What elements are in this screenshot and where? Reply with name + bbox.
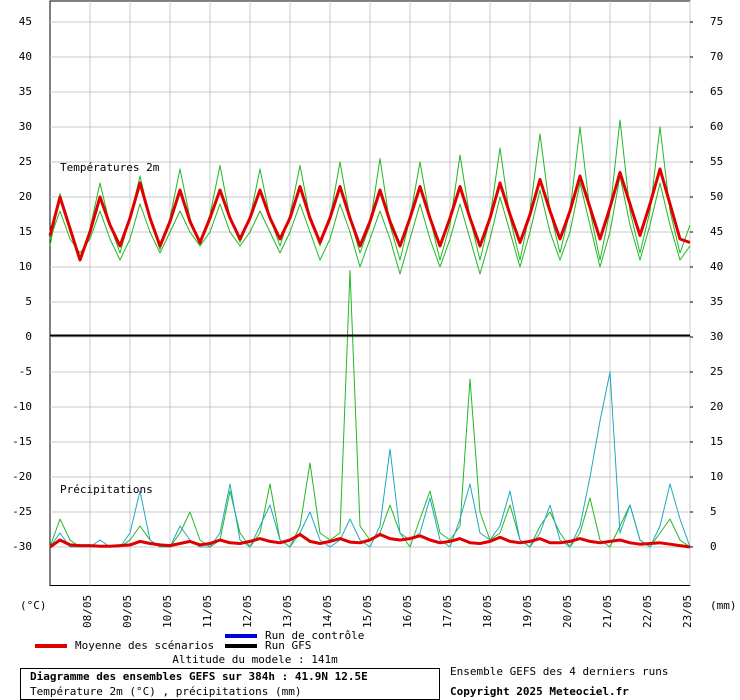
x-tick-label: 22/05 [641,595,654,628]
y2-tick-label: 75 [710,15,723,28]
x-tick-label: 16/05 [401,595,414,628]
series-line [49,175,691,275]
panel-label: Précipitations [60,483,153,496]
y-tick-label: 40 [19,50,32,63]
x-tick-label: 20/05 [561,595,574,628]
copyright: Copyright 2025 Meteociel.fr [450,685,629,698]
legend-label: Moyenne des scénarios [75,639,214,652]
chart-subtitle: Température 2m (°C) , précipitations (mm… [30,685,302,698]
y2-tick-label: 55 [710,155,723,168]
x-tick-label: 11/05 [201,595,214,628]
source: Ensemble GEFS des 4 derniers runs [450,665,669,678]
y-tick-label: 5 [25,295,32,308]
y-tick-label: 20 [19,190,32,203]
y2-tick-label: 70 [710,50,723,63]
y2-tick-label: 50 [710,190,723,203]
y2-tick-label: 30 [710,330,723,343]
y2-tick-label: 25 [710,365,723,378]
x-tick-label: 21/05 [601,595,614,628]
x-tick-label: 15/05 [361,595,374,628]
y-tick-label: -10 [12,400,32,413]
y-tick-label: 0 [25,330,32,343]
y-tick-label: -25 [12,505,32,518]
y2-tick-label: 65 [710,85,723,98]
y2-tick-label: 35 [710,295,723,308]
legend-label: Run GFS [265,639,311,652]
y2-tick-label: 5 [710,505,717,518]
altitude: Altitude du modele : 141m [172,653,338,666]
y-tick-label: 45 [19,15,32,28]
x-tick-label: 12/05 [241,595,254,628]
x-tick-label: 17/05 [441,595,454,628]
marks [48,119,691,549]
x-tick-label: 14/05 [321,595,334,628]
series-line [48,167,691,262]
x-tick-label: 09/05 [121,595,134,628]
x-tick-label: 18/05 [481,595,494,628]
y2-tick-label: 20 [710,400,723,413]
y-tick-label: 15 [19,225,32,238]
y2-tick-label: 60 [710,120,723,133]
y-tick-label: -5 [19,365,32,378]
x-tick-label: 13/05 [281,595,294,628]
series-line [49,532,691,549]
y2-tick-label: 15 [710,435,723,448]
y-axis-label: (°C) [20,599,47,612]
panel-label: Températures 2m [60,161,160,174]
y2-axis-label: (mm) [710,599,737,612]
y-tick-label: 30 [19,120,32,133]
y-tick-label: -15 [12,435,32,448]
legend-label: Run de contrôle [265,629,364,642]
y-tick-label: 10 [19,260,32,273]
y2-tick-label: 40 [710,260,723,273]
x-tick-label: 23/05 [681,595,694,628]
x-tick-label: 08/05 [81,595,94,628]
y2-tick-label: 45 [710,225,723,238]
y-tick-label: -20 [12,470,32,483]
y2-tick-label: 0 [710,540,717,553]
x-tick-label: 19/05 [521,595,534,628]
y-tick-label: 25 [19,155,32,168]
y2-tick-label: 10 [710,470,723,483]
grid [50,1,691,586]
y-tick-label: -30 [12,540,32,553]
chart-title: Diagramme des ensembles GEFS sur 384h : … [30,670,368,683]
x-tick-label: 10/05 [161,595,174,628]
y-tick-label: 35 [19,85,32,98]
